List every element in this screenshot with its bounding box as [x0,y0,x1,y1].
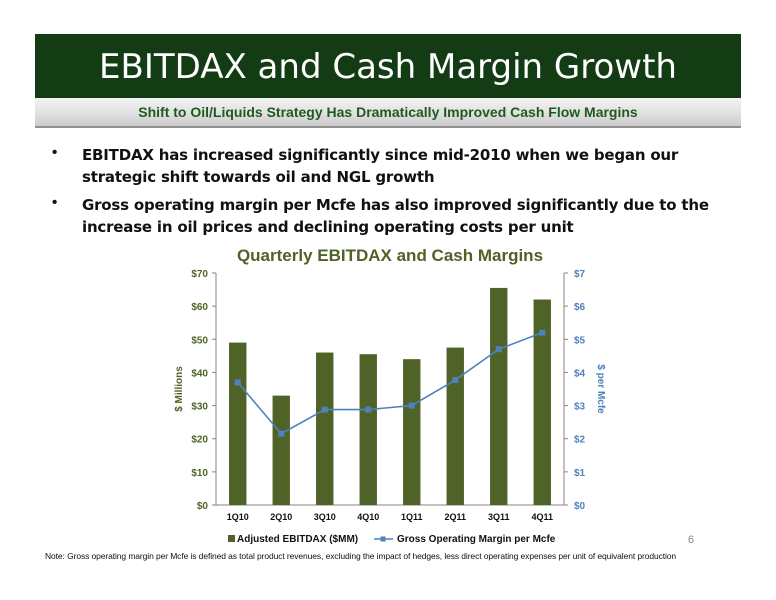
bullet-list: • EBITDAX has increased significantly si… [52,144,742,244]
left-tick-label: $0 [197,501,209,512]
line-marker [234,379,241,386]
page-number: 6 [688,534,695,546]
category-label: 3Q10 [314,512,336,522]
bar [272,395,290,505]
right-tick-label: $1 [574,468,586,479]
line-marker [365,406,372,413]
line-marker [278,430,285,437]
footnote: Note: Gross operating margin per Mcfe is… [45,551,677,561]
slide-title: EBITDAX and Cash Margin Growth [35,34,741,98]
bar [533,299,551,505]
slide-subtitle: Shift to Oil/Liquids Strategy Has Dramat… [35,98,741,128]
left-axis-title: $ Millions [174,366,185,412]
left-tick-label: $50 [191,335,208,346]
bar [446,347,464,505]
line-marker [539,329,546,336]
left-tick-label: $70 [191,269,208,280]
right-tick-label: $2 [574,435,586,446]
left-tick-label: $40 [191,368,208,379]
right-axis-title: $ per Mcfe [595,364,606,414]
category-label: 1Q11 [401,512,423,522]
right-tick-label: $5 [574,335,586,346]
legend-swatch-bar [228,535,235,542]
right-tick-label: $4 [574,368,586,379]
category-label: 2Q11 [444,512,466,522]
line-marker [495,346,502,353]
category-label: 4Q10 [357,512,379,522]
category-label: 2Q10 [270,512,292,522]
bar [316,352,334,505]
line-marker [321,406,328,413]
category-label: 1Q10 [227,512,249,522]
bar [490,287,508,505]
bullet-item: • Gross operating margin per Mcfe has al… [52,194,742,238]
line-marker [408,402,415,409]
bullet-dot-icon: • [52,194,58,211]
bar [403,359,421,505]
category-label: 4Q11 [531,512,553,522]
right-tick-label: $0 [574,501,586,512]
category-label: 3Q11 [488,512,510,522]
bullet-text: Gross operating margin per Mcfe has also… [82,196,709,236]
line-marker [452,377,459,384]
left-tick-label: $10 [191,468,208,479]
bar [359,354,377,505]
legend-label-bar: Adjusted EBITDAX ($MM) [237,534,358,545]
right-tick-label: $7 [574,269,586,280]
chart-title: Quarterly EBITDAX and Cash Margins [237,246,543,265]
margin-line [237,331,543,435]
left-tick-label: $20 [191,435,208,446]
legend-label-line: Gross Operating Margin per Mcfe [397,534,556,545]
bullet-text: EBITDAX has increased significantly sinc… [82,146,679,186]
right-tick-label: $6 [574,302,586,313]
bar [229,342,247,505]
right-tick-label: $3 [574,402,586,413]
left-tick-label: $60 [191,302,208,313]
bullet-item: • EBITDAX has increased significantly si… [52,144,742,188]
bullet-dot-icon: • [52,144,58,161]
legend-line-marker [380,536,386,542]
left-tick-label: $30 [191,402,208,413]
